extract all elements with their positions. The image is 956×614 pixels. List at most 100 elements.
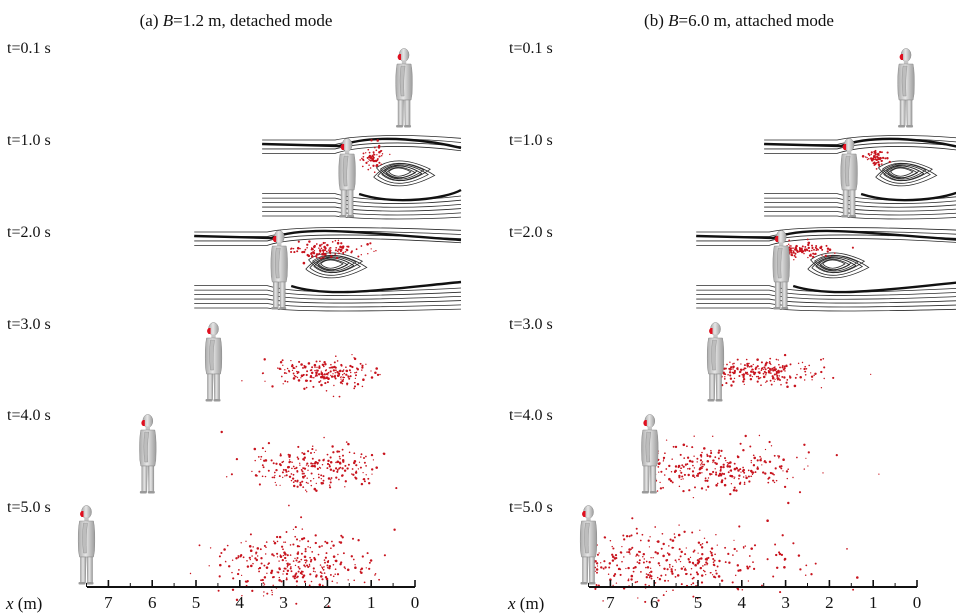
particle <box>291 467 293 470</box>
particle-cloud <box>283 239 377 265</box>
particle <box>723 378 726 380</box>
particle <box>778 552 782 556</box>
particle <box>341 374 344 376</box>
particle <box>604 566 607 569</box>
particle <box>313 464 316 468</box>
particle <box>692 464 694 467</box>
panel-a-flow-fields <box>194 135 462 312</box>
particle <box>240 542 242 544</box>
particle <box>741 373 743 376</box>
particle <box>666 568 669 571</box>
particle <box>760 384 762 387</box>
particle <box>700 546 704 549</box>
particle <box>271 553 274 556</box>
particle <box>714 473 718 476</box>
particle <box>351 537 355 540</box>
particle <box>340 534 343 537</box>
particle <box>368 482 371 485</box>
particle <box>785 470 789 473</box>
particle <box>696 461 698 463</box>
particle <box>613 557 617 560</box>
particle <box>288 369 290 372</box>
particle <box>318 247 320 249</box>
particle <box>674 559 677 562</box>
particle <box>271 576 275 579</box>
particle <box>744 434 747 438</box>
particle <box>235 598 239 602</box>
particle <box>714 456 717 459</box>
particle <box>296 575 299 578</box>
particle <box>301 528 304 530</box>
particle <box>768 476 771 479</box>
particle <box>315 360 318 363</box>
particle <box>369 559 373 562</box>
particle <box>722 465 725 469</box>
particle <box>681 464 684 467</box>
streamline <box>377 164 429 184</box>
particle <box>648 576 651 579</box>
particle <box>335 461 337 464</box>
particle <box>307 465 310 467</box>
particle <box>700 455 703 458</box>
particle <box>772 575 775 578</box>
particle <box>320 481 323 484</box>
particle <box>371 158 374 161</box>
particle <box>875 168 878 170</box>
particle <box>317 476 320 479</box>
particle <box>811 249 813 252</box>
particle <box>265 566 269 569</box>
particle <box>702 465 704 468</box>
particle <box>304 550 307 553</box>
particle <box>638 559 641 562</box>
person-figure <box>897 48 915 128</box>
particle <box>331 580 334 583</box>
particle <box>272 584 274 587</box>
particle <box>291 477 295 480</box>
particle <box>609 540 612 542</box>
particle <box>748 480 751 483</box>
particle <box>314 366 316 369</box>
particle <box>299 483 302 487</box>
particle <box>307 450 310 453</box>
particle <box>717 457 720 460</box>
streamline <box>696 227 956 233</box>
particle <box>686 456 690 459</box>
particle <box>285 578 288 581</box>
particle <box>353 387 356 390</box>
particle <box>308 565 311 567</box>
streamline-field <box>262 135 462 220</box>
particle <box>309 556 311 559</box>
particle <box>773 373 776 376</box>
particle <box>596 565 599 567</box>
particle <box>263 576 267 579</box>
particle <box>332 373 334 375</box>
particle <box>706 479 709 482</box>
particle <box>339 248 342 251</box>
particle <box>244 580 247 583</box>
particle <box>692 474 695 477</box>
particle <box>323 245 326 249</box>
particle <box>300 570 303 573</box>
particle <box>249 558 251 561</box>
particle <box>625 535 629 538</box>
particle <box>300 516 303 519</box>
particle <box>324 369 327 372</box>
particle <box>868 154 871 157</box>
particle <box>632 570 635 573</box>
particle <box>357 255 360 258</box>
particle <box>623 556 625 558</box>
particle <box>351 250 353 253</box>
particle <box>290 566 292 568</box>
particle <box>378 578 380 581</box>
particle <box>260 562 263 565</box>
particle <box>350 555 353 558</box>
particle <box>359 466 362 469</box>
particle <box>595 562 599 565</box>
particle <box>349 364 352 368</box>
particle <box>700 581 704 584</box>
particle <box>760 361 763 364</box>
particle <box>306 462 309 465</box>
streamline <box>262 146 462 154</box>
particle <box>301 472 304 475</box>
particle <box>778 455 781 458</box>
